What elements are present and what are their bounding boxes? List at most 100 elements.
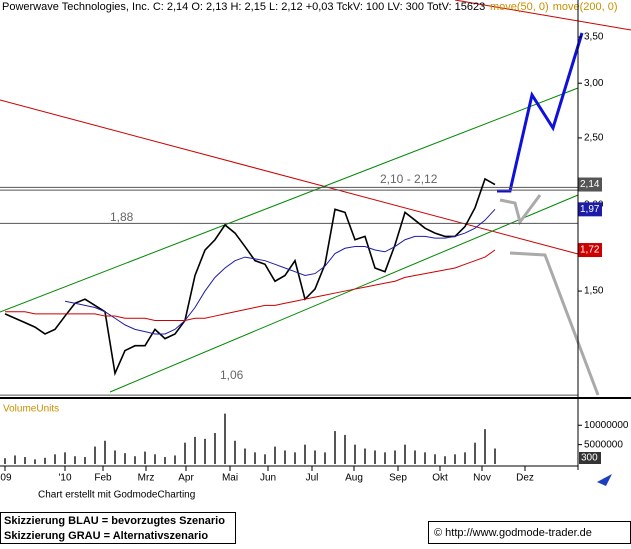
logo-icon (597, 474, 612, 486)
level-label: 1,88 (110, 210, 134, 224)
volume-bar (284, 450, 286, 464)
chart-title: Powerwave Technologies, Inc. C: 2,14 O: … (2, 1, 485, 13)
volume-bar (134, 456, 136, 464)
volume-bar (274, 446, 276, 464)
series-line (64, 209, 496, 335)
volume-bar (204, 438, 206, 464)
plot: 3,503,002,502,001,502,10 - 2,121,881,062… (0, 1, 629, 484)
channel-upper (0, 87, 579, 313)
volume-bar (394, 450, 396, 464)
volume-bar (334, 431, 336, 464)
x-tick-label: Jun (260, 473, 276, 484)
end-label: 2,14 (580, 179, 600, 190)
level-label: 1,06 (220, 368, 244, 382)
volume-bar (214, 433, 216, 464)
volume-bar (444, 456, 446, 464)
volume-bar (424, 452, 426, 464)
volume-bar (384, 452, 386, 464)
x-tick-label: Jul (306, 473, 319, 484)
volume-bar (54, 454, 56, 464)
volume-bar (434, 454, 436, 464)
end-label-box (578, 177, 602, 192)
volume-bar (304, 444, 306, 464)
volume-bar (94, 446, 96, 464)
volume-bar (64, 452, 66, 464)
y-tick-label: 1,50 (584, 286, 604, 297)
series-line (4, 177, 496, 377)
x-tick-label: Apr (178, 473, 194, 484)
credit: Chart erstellt mit GodmodeCharting (38, 490, 195, 501)
volume-bar (34, 459, 36, 464)
volume-end-box (579, 452, 601, 464)
volume-bar (84, 457, 86, 464)
volume-tick-label: 10000000 (584, 420, 629, 431)
volume-bar (324, 452, 326, 464)
volume-bar (494, 448, 496, 464)
volume-bar (144, 451, 146, 464)
volume-bar (294, 452, 296, 464)
volume-bar (74, 456, 76, 464)
volume-bar (164, 457, 166, 464)
blue-scenario (497, 32, 584, 193)
level-label: 2,10 - 2,12 (380, 172, 438, 186)
volume-title: VolumeUnits (3, 404, 59, 415)
volume-tick-label: 5000000 (584, 439, 623, 450)
volume-end-label: 300 (581, 453, 598, 464)
volume-bar (364, 448, 366, 464)
volume-bar (314, 450, 316, 464)
volume-bar (244, 448, 246, 464)
source: © http://www.godmode-trader.de (434, 527, 592, 539)
volume-bar (374, 450, 376, 464)
end-label-box (578, 202, 602, 217)
volume-bar (404, 444, 406, 464)
x-tick-label: Sep (389, 473, 407, 484)
volume-bar (254, 452, 256, 464)
down-trend-line (0, 99, 579, 255)
volume-bar (234, 440, 236, 464)
red-line (454, 0, 631, 31)
x-tick-label: '09 (0, 473, 12, 484)
volume-bar (414, 450, 416, 464)
volume-bar (344, 434, 346, 464)
volume-bar (24, 457, 26, 464)
legend-entry: move(200, 0) (553, 1, 618, 13)
volume-bar (104, 440, 106, 464)
volume-bar (264, 454, 266, 464)
volume-bar (454, 454, 456, 464)
x-tick-label: Mai (222, 473, 238, 484)
x-tick-label: Aug (345, 473, 363, 484)
gray-scenario (499, 194, 542, 226)
y-tick-label: 2,50 (584, 133, 604, 144)
x-tick-label: Feb (94, 473, 112, 484)
end-label-box (578, 243, 602, 258)
series-line (5, 249, 496, 321)
volume-bar (174, 455, 176, 464)
x-tick-label: '10 (58, 473, 71, 484)
volume-bar (154, 454, 156, 464)
end-label: 1,72 (580, 245, 600, 256)
note: Skizzierung GRAU = Alternativszenario (4, 530, 208, 542)
volume-bar (114, 450, 116, 464)
x-tick-label: Nov (473, 473, 491, 484)
volume-bar (14, 455, 16, 464)
volume-bar (354, 444, 356, 464)
x-tick-label: Mrz (138, 473, 155, 484)
x-tick-label: Okt (432, 473, 448, 484)
volume-bar (44, 457, 46, 464)
gray-scenario (509, 251, 600, 396)
channel-lower (109, 194, 579, 393)
volume-bar (194, 436, 196, 464)
end-label: 1,97 (580, 204, 600, 215)
y-tick-label: 3,00 (584, 78, 604, 89)
volume-bar (484, 429, 486, 464)
volume-bar (464, 452, 466, 464)
volume-bar (4, 458, 6, 464)
y-tick-label: 3,50 (584, 32, 604, 43)
legend-entry: move(50, 0) (490, 1, 549, 13)
note: Skizzierung BLAU = bevorzugtes Szenario (4, 515, 225, 527)
volume-bar (224, 413, 226, 464)
volume-bar (124, 453, 126, 464)
volume-bar (184, 442, 186, 464)
